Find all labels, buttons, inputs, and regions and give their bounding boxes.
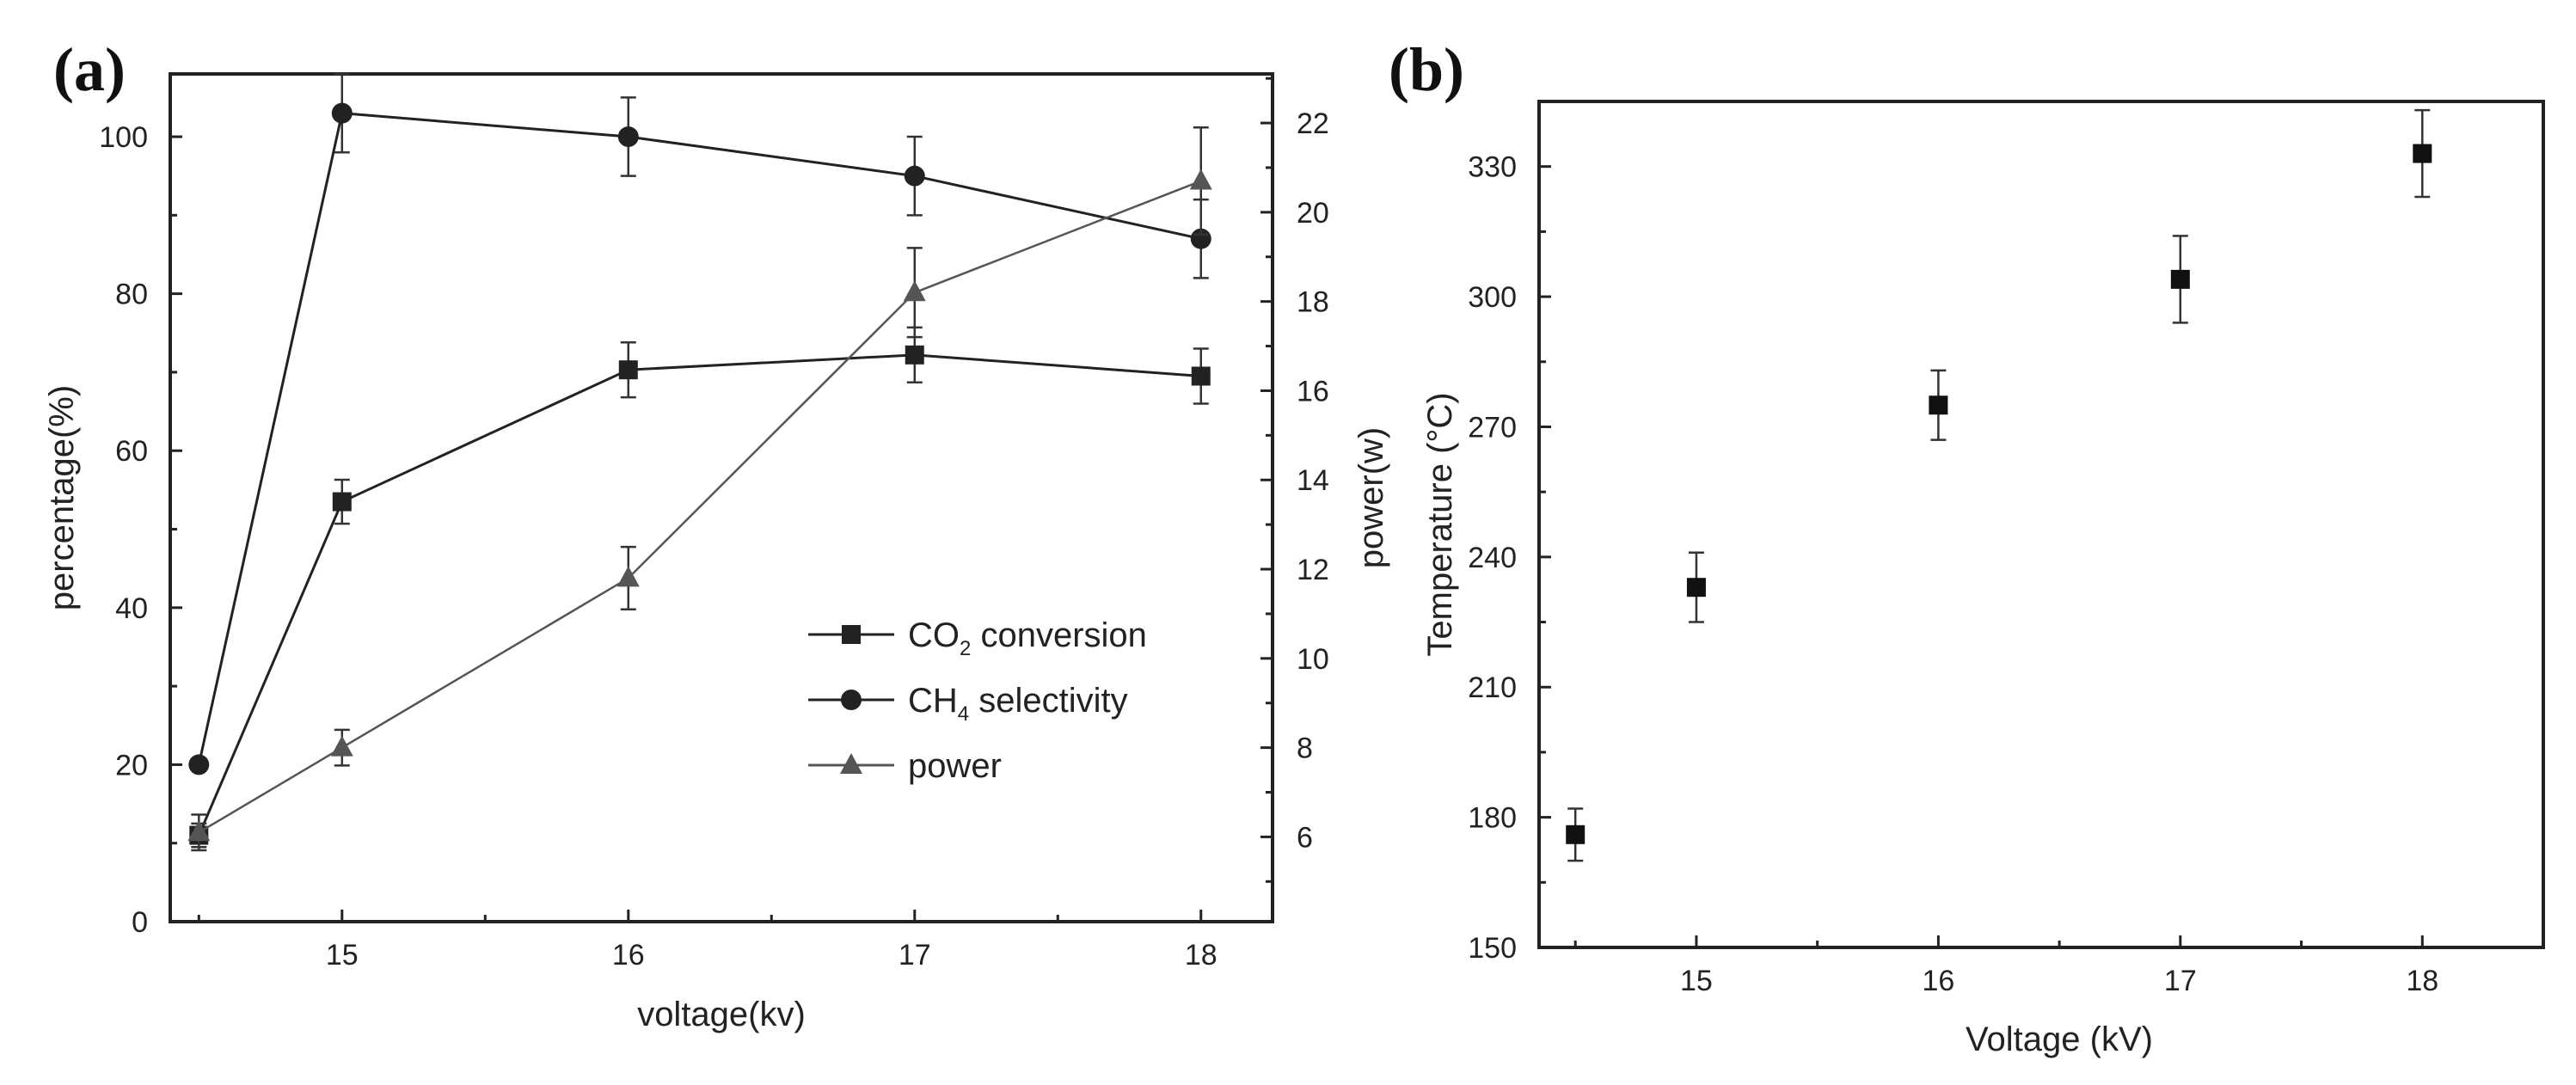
panel-a-data-point	[617, 126, 639, 148]
panel-a-y2-tick-label: 22	[1297, 107, 1329, 140]
legend-label: CH4 selectivity	[908, 682, 1128, 726]
panel-a-y-tick-label: 0	[132, 906, 148, 939]
panel-a-y-tick-label: 20	[115, 749, 148, 782]
panel-b-x-axis-label: Voltage (kV)	[1966, 1021, 2153, 1058]
panel-a-plot-frame	[169, 72, 1274, 923]
panel-b-y-tick-label: 150	[1468, 932, 1517, 965]
panel-a-y2-tick-label: 16	[1297, 375, 1329, 408]
panel-a-y-axis-label: percentage(%)	[43, 385, 81, 610]
panel-a-label: (a)	[53, 35, 126, 104]
legend-label: CO2 conversion	[908, 616, 1147, 660]
panel-a-y2-tick-label: 10	[1297, 643, 1329, 676]
panel-b-x-tick-label: 17	[2164, 965, 2197, 997]
panel-a-legend: CO2 conversion CH4 selectivity power	[808, 616, 1147, 785]
panel-a-series-line	[197, 353, 1201, 837]
panel-a-data-point	[1191, 366, 1211, 386]
legend-label: power	[908, 747, 1002, 785]
panel-b: (b) 15 16 17 18 150 180 210 240 270 300 330 Temper…	[1389, 35, 2545, 1058]
panel-a-data-point	[616, 566, 640, 587]
panel-a-y2-tick-label: 6	[1297, 821, 1313, 854]
panel-a-y-tick-label: 100	[99, 121, 148, 154]
legend-marker	[841, 690, 862, 710]
panel-a-data-point	[905, 345, 924, 365]
panel-b-y-axis-label: Temperature (°C)	[1421, 392, 1459, 656]
panel-b-label: (b)	[1389, 35, 1464, 104]
panel-a-y2-axis-label: power(w)	[1352, 427, 1390, 568]
panel-a-y2-tick-label: 20	[1297, 197, 1329, 230]
panel-b-data-point	[2170, 269, 2190, 289]
panel-b-y-tick-label: 180	[1468, 802, 1517, 835]
panel-a-data-point	[903, 280, 926, 302]
panel-b-data-point	[2413, 144, 2432, 163]
panel-b-y-tick-label: 270	[1468, 411, 1517, 444]
panel-b-data-point	[1566, 824, 1585, 844]
panel-a-x-tick-label: 16	[612, 939, 645, 972]
panel-a-y-tick-label: 40	[115, 592, 148, 625]
panel-a-x-tick-label: 18	[1185, 939, 1217, 972]
panel-b-y-tick-label: 240	[1468, 542, 1517, 574]
panel-b-x-tick-label: 18	[2406, 965, 2438, 997]
panel-a-x-tick-label: 15	[326, 939, 359, 972]
panel-a-data-point	[618, 360, 638, 380]
panel-b-y-tick-label: 210	[1468, 671, 1517, 704]
panel-a-y2-tick-label: 12	[1297, 554, 1329, 586]
panel-a-y2-tick-label: 8	[1297, 733, 1313, 765]
panel-a-y2-tick-label: 14	[1297, 464, 1329, 497]
panel-b-series-0	[1566, 108, 2432, 862]
panel-a-series-0	[189, 326, 1211, 849]
panel-a-data-point	[1189, 169, 1212, 190]
panel-b-data-point	[1929, 395, 1948, 415]
panel-a-data-point	[188, 754, 210, 775]
panel-b-x-tick-label: 16	[1922, 965, 1954, 997]
panel-a-series-2	[187, 126, 1212, 852]
panel-a-y2-tick-label: 18	[1297, 286, 1329, 319]
panel-a-data-point	[187, 820, 211, 842]
panel-a-data-point	[331, 102, 353, 124]
panel-a-series-line	[197, 112, 1202, 765]
panel-a-x-tick-label: 17	[899, 939, 931, 972]
panel-a-x-axis-label: voltage(kv)	[637, 996, 806, 1033]
panel-b-x-tick-label: 15	[1680, 965, 1713, 997]
panel-a-data-point	[904, 165, 925, 187]
legend-marker	[840, 753, 862, 774]
panel-a: (a) 15 16 17 18 0 20 40 60 80 100 6 8 10 12 14 16 18 20 22…	[43, 35, 1390, 1033]
panel-b-data-point	[1686, 578, 1706, 598]
panel-a-series-1	[188, 72, 1211, 775]
legend-marker	[842, 625, 861, 644]
panel-a-data-point	[332, 492, 352, 512]
panel-a-y-tick-label: 60	[115, 435, 148, 468]
panel-b-plot-frame	[1537, 100, 2545, 949]
panel-a-data-point	[330, 735, 353, 757]
panel-b-y-tick-label: 300	[1468, 281, 1517, 314]
panel-b-y-tick-label: 330	[1468, 151, 1517, 184]
panel-a-y-tick-label: 80	[115, 279, 148, 311]
